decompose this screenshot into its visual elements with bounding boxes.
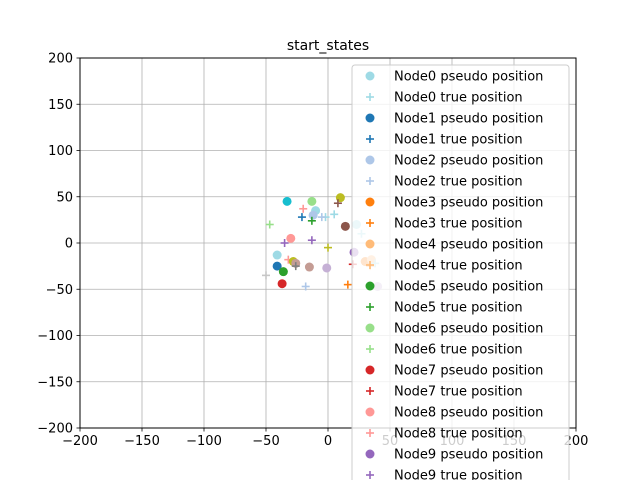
legend-marker bbox=[366, 219, 374, 227]
true-position-point bbox=[280, 239, 289, 247]
true-position-point bbox=[299, 204, 308, 213]
legend-marker bbox=[365, 365, 375, 375]
legend-marker bbox=[366, 177, 374, 185]
legend-label: Node2 pseudo position bbox=[394, 154, 543, 169]
true-position-point bbox=[307, 216, 316, 225]
y-tick-label: 100 bbox=[48, 144, 73, 159]
legend-marker bbox=[366, 345, 374, 353]
true-position-point bbox=[301, 282, 310, 291]
x-tick-label: −50 bbox=[252, 434, 279, 449]
legend-label: Node7 true position bbox=[394, 385, 523, 400]
y-tick-label: −200 bbox=[37, 422, 73, 437]
legend-marker bbox=[365, 239, 375, 249]
x-tick-label: 0 bbox=[324, 434, 332, 449]
true-position-point bbox=[291, 262, 300, 271]
legend-label: Node6 pseudo position bbox=[394, 322, 543, 337]
legend-marker bbox=[366, 303, 374, 311]
y-tick-label: 200 bbox=[48, 52, 73, 67]
true-position-point bbox=[297, 213, 306, 222]
y-tick-label: 50 bbox=[56, 190, 73, 205]
legend-label: Node6 true position bbox=[394, 343, 523, 358]
y-tick-label: 150 bbox=[48, 98, 73, 113]
true-position-point bbox=[343, 280, 352, 289]
legend-label: Node8 pseudo position bbox=[394, 406, 543, 421]
pseudo-position-point bbox=[277, 279, 287, 289]
pseudo-position-point bbox=[307, 196, 317, 206]
legend-marker bbox=[366, 135, 374, 143]
legend-marker bbox=[366, 471, 374, 479]
legend-label: Node0 pseudo position bbox=[394, 70, 543, 85]
legend-label: Node1 true position bbox=[394, 133, 523, 148]
legend-label: Node1 pseudo position bbox=[394, 112, 543, 127]
legend-marker bbox=[366, 93, 374, 101]
y-tick-label: −50 bbox=[46, 283, 73, 298]
x-tick-label: 200 bbox=[564, 434, 589, 449]
legend-marker bbox=[365, 281, 375, 291]
legend-label: Node8 true position bbox=[394, 427, 523, 442]
legend-label: Node4 pseudo position bbox=[394, 238, 543, 253]
legend-marker bbox=[366, 429, 374, 437]
y-tick-label: −100 bbox=[37, 329, 73, 344]
true-position-point bbox=[307, 236, 316, 245]
legend-marker bbox=[365, 71, 375, 81]
legend-label: Node5 pseudo position bbox=[394, 280, 543, 295]
y-tick-label: −150 bbox=[37, 375, 73, 390]
pseudo-position-point bbox=[278, 267, 288, 277]
legend-box bbox=[351, 64, 570, 480]
pseudo-position-point bbox=[272, 250, 282, 260]
legend-label: Node9 pseudo position bbox=[394, 448, 543, 463]
x-tick-label: −150 bbox=[124, 434, 160, 449]
legend-marker bbox=[365, 113, 375, 123]
legend-marker bbox=[366, 261, 374, 269]
true-position-point bbox=[317, 213, 326, 222]
x-tick-label: −200 bbox=[62, 434, 98, 449]
legend: Node0 pseudo position Node0 true position… bbox=[351, 64, 570, 480]
chart-title: start_states bbox=[287, 38, 369, 54]
legend-label: Node0 true position bbox=[394, 91, 523, 106]
legend-marker bbox=[365, 155, 375, 165]
pseudo-position-point bbox=[282, 196, 292, 206]
y-tick-label: 0 bbox=[65, 237, 73, 252]
true-position-point bbox=[324, 243, 332, 252]
legend-label: Node7 pseudo position bbox=[394, 364, 543, 379]
legend-label: Node3 true position bbox=[394, 217, 523, 232]
true-position-point bbox=[333, 199, 342, 208]
legend-marker bbox=[365, 197, 375, 207]
legend-label: Node9 true position bbox=[394, 469, 523, 480]
legend-marker bbox=[365, 323, 375, 333]
pseudo-position-point bbox=[308, 210, 318, 220]
legend-label: Node2 true position bbox=[394, 175, 523, 190]
legend-label: Node5 true position bbox=[394, 301, 523, 316]
pseudo-position-point bbox=[286, 233, 296, 243]
pseudo-position-point bbox=[304, 262, 314, 272]
true-position-point bbox=[265, 220, 274, 229]
legend-label: Node4 true position bbox=[394, 259, 523, 274]
legend-marker bbox=[365, 449, 375, 459]
true-position-point bbox=[330, 210, 339, 219]
pseudo-position-point bbox=[272, 261, 282, 271]
legend-label: Node3 pseudo position bbox=[394, 196, 543, 211]
pseudo-position-point bbox=[340, 221, 350, 231]
pseudo-position-point bbox=[322, 263, 332, 273]
true-position-point bbox=[262, 271, 270, 280]
legend-marker bbox=[366, 387, 374, 395]
x-tick-label: −100 bbox=[186, 434, 222, 449]
legend-marker bbox=[365, 407, 375, 417]
